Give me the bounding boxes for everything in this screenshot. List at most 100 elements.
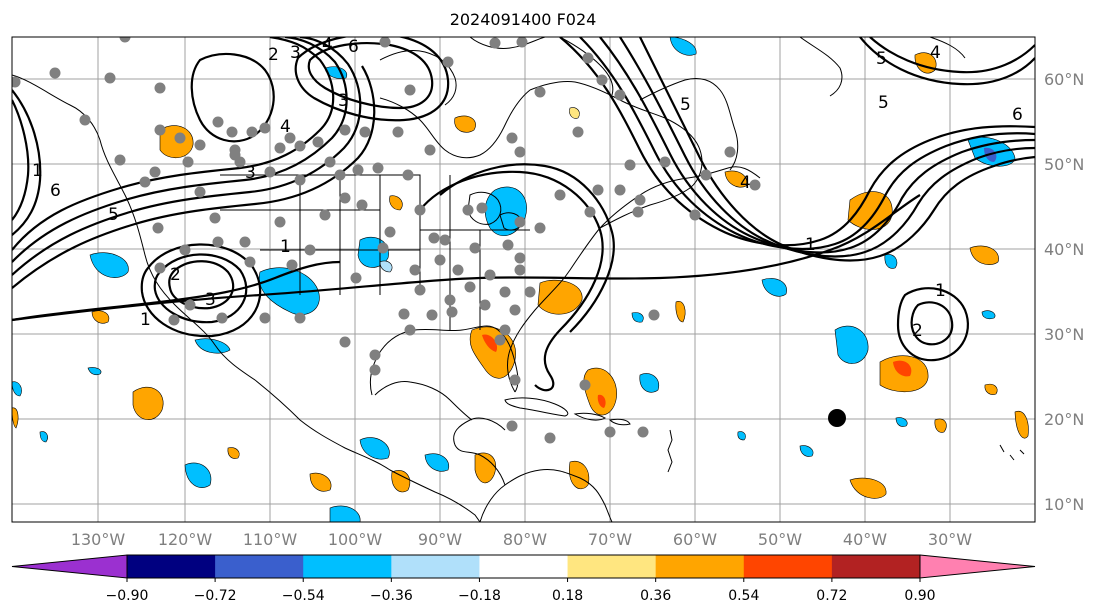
colorbar-segment — [831, 555, 921, 578]
longitude-label: 70°W — [588, 530, 632, 549]
station-dot — [154, 82, 166, 94]
station-dot — [592, 184, 604, 196]
contour-label: 6 — [348, 37, 359, 57]
station-dot — [494, 334, 506, 346]
longitude-label: 60°W — [673, 530, 717, 549]
contour-label: 2 — [912, 321, 923, 341]
station-dot — [426, 309, 438, 321]
contour-label: 3 — [338, 91, 349, 111]
colorbar-tick-label: 0.90 — [904, 588, 935, 604]
longitude-label: 80°W — [503, 530, 547, 549]
longitude-labels: 130°W 120°W 110°W 100°W 90°W 80°W 70°W 60°W 50°W… — [71, 530, 972, 549]
station-dot — [614, 184, 626, 196]
contour-label: 4 — [930, 43, 941, 63]
station-dot — [194, 139, 206, 151]
station-dot — [434, 254, 446, 266]
colorbar-ticks: −0.90 −0.72 −0.54 −0.36 −0.18 0.18 0.36 0.54 0.7… — [106, 578, 936, 604]
station-dot — [139, 176, 151, 188]
contour-label: 2 — [170, 265, 181, 285]
station-dot — [356, 199, 368, 211]
latitude-label: 60°N — [1044, 70, 1084, 89]
longitude-label: 30°W — [928, 530, 972, 549]
station-dot — [274, 142, 286, 154]
station-dot — [152, 222, 164, 234]
longitude-label: 130°W — [71, 530, 126, 549]
station-dot — [502, 239, 514, 251]
station-dot — [469, 242, 481, 254]
station-dot — [114, 154, 126, 166]
colorbar-segment — [391, 555, 480, 578]
map-frame — [11, 36, 1036, 523]
station-dot — [516, 37, 528, 48]
latitude-label: 50°N — [1044, 155, 1084, 174]
colorbar-segment — [743, 555, 833, 578]
station-dot — [179, 244, 191, 256]
station-dot — [614, 89, 626, 101]
station-dot — [439, 234, 451, 246]
station-dot — [377, 242, 389, 254]
station-dot — [442, 56, 454, 68]
station-dot — [154, 262, 166, 274]
station-dot — [409, 264, 421, 276]
colorbar-tick-label: 0.72 — [816, 588, 847, 604]
station-dot — [184, 299, 196, 311]
contour-label: 5 — [108, 205, 119, 225]
station-dot — [339, 192, 351, 204]
colorbar-tick-label: −0.18 — [458, 588, 501, 604]
colorbar-tick-label: −0.72 — [194, 588, 237, 604]
contour-label: 1 — [280, 237, 291, 257]
station-dot — [339, 124, 351, 136]
longitude-label: 120°W — [158, 530, 213, 549]
contour-label: 1 — [935, 281, 946, 301]
station-dot — [624, 159, 636, 171]
station-dot — [168, 314, 180, 326]
contour-label: 2 — [268, 45, 279, 65]
station-dot — [604, 426, 616, 438]
station-dot — [384, 226, 396, 238]
station-dot — [244, 256, 256, 268]
latitude-label: 40°N — [1044, 240, 1084, 259]
contour-label: 1 — [805, 235, 816, 255]
station-dot — [12, 76, 21, 88]
station-dot — [319, 209, 331, 221]
station-dot — [284, 132, 296, 144]
station-dot — [499, 286, 511, 298]
station-dot — [229, 149, 241, 161]
station-dot — [154, 124, 166, 136]
contour-label: 3 — [245, 163, 256, 183]
contour-label: 4 — [322, 35, 333, 55]
colorbar-tick-label: −0.90 — [106, 588, 149, 604]
station-dot — [294, 140, 306, 152]
colorbar-tick-label: 0.36 — [640, 588, 671, 604]
station-dot — [689, 209, 701, 221]
station-dot — [424, 144, 436, 156]
station-dot — [216, 312, 228, 324]
contour-label: 5 — [878, 93, 889, 113]
station-dot — [534, 86, 546, 98]
map-panel: 1 6 5 1 2 3 3 4 1 2 3 4 6 3 5 4 5 6 1 2 — [11, 35, 1036, 523]
station-dot — [444, 294, 456, 306]
station-dot — [369, 349, 381, 361]
colorbar-tick-label: 0.54 — [728, 588, 759, 604]
station-dot — [324, 156, 336, 168]
station-dot — [634, 194, 646, 206]
station-dot — [596, 74, 608, 86]
station-dot — [174, 132, 186, 144]
longitude-label: 100°W — [328, 530, 383, 549]
station-dot — [392, 126, 404, 138]
station-dot — [414, 284, 426, 296]
contours — [12, 37, 1035, 392]
colorbar-tick-label: −0.54 — [282, 588, 325, 604]
station-dot — [509, 304, 521, 316]
station-dot — [514, 216, 526, 228]
latitude-label: 10°N — [1044, 495, 1084, 514]
colorbar-segment — [303, 555, 392, 578]
station-dot — [402, 169, 414, 181]
station-dot — [274, 216, 286, 228]
station-dot — [524, 286, 536, 298]
station-dot — [246, 126, 258, 138]
station-dot — [182, 156, 194, 168]
contour-label: 6 — [50, 181, 61, 201]
station-dot — [350, 272, 362, 284]
station-dot — [294, 174, 306, 186]
